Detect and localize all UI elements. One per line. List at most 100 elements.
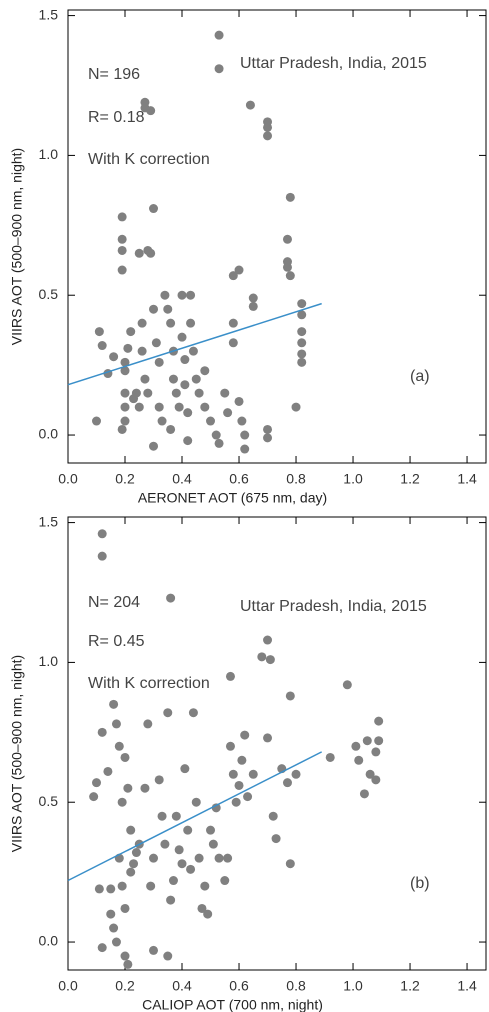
annotation: (a) [410, 368, 430, 385]
data-point [117, 797, 127, 807]
data-point [160, 839, 170, 849]
data-point [359, 789, 369, 799]
x-axis-label: CALIOP AOT (700 nm, night) [142, 997, 323, 1012]
fit-line [67, 302, 322, 386]
data-point [134, 402, 144, 412]
data-point [149, 853, 159, 863]
data-point [103, 766, 113, 776]
data-point [297, 299, 307, 309]
y-tick-label: 0.0 [39, 426, 59, 442]
x-tick-label: 0.2 [115, 471, 135, 487]
y-tick-label: 0.5 [39, 286, 59, 302]
data-point [97, 551, 107, 561]
x-tick-label: 0.0 [58, 471, 78, 487]
data-point [282, 234, 292, 244]
data-point [228, 769, 238, 779]
data-point [146, 881, 156, 891]
data-point [117, 212, 127, 222]
annotation: N= 204 [88, 594, 140, 611]
data-point [191, 374, 201, 384]
data-point [200, 366, 210, 376]
x-tick-label: 1.4 [457, 471, 477, 487]
x-tick-label: 1.0 [343, 978, 363, 994]
data-point [234, 396, 244, 406]
data-point [206, 416, 216, 426]
y-axis-label: VIIRS AOT (500–900 nm, night) [9, 655, 25, 852]
data-point [240, 730, 250, 740]
data-point [177, 859, 187, 869]
y-tick-label: 1.0 [39, 146, 59, 162]
data-point [143, 388, 153, 398]
data-point [180, 380, 190, 390]
annotation: Uttar Pradesh, India, 2015 [240, 55, 427, 72]
data-point [214, 30, 224, 40]
data-point [214, 438, 224, 448]
data-point [206, 825, 216, 835]
data-point [97, 727, 107, 737]
data-point [114, 741, 124, 751]
data-point [225, 741, 235, 751]
data-point [166, 895, 176, 905]
data-point [149, 204, 159, 214]
data-point [109, 923, 119, 933]
data-point [200, 881, 210, 891]
data-point [123, 959, 133, 969]
data-point [282, 778, 292, 788]
data-point [223, 853, 233, 863]
data-point [166, 593, 176, 603]
x-tick-label: 1.2 [400, 471, 420, 487]
data-point [240, 444, 250, 454]
data-point [117, 265, 127, 275]
y-tick-label: 0.0 [39, 933, 59, 949]
data-point [171, 388, 181, 398]
data-point [154, 775, 164, 785]
data-point [94, 327, 104, 337]
data-point [157, 811, 167, 821]
data-point [106, 884, 116, 894]
data-point [120, 388, 130, 398]
data-point [163, 951, 173, 961]
data-point [163, 304, 173, 314]
data-point [111, 937, 121, 947]
data-point [263, 433, 273, 443]
data-point [168, 876, 178, 886]
data-point [166, 318, 176, 328]
data-point [126, 327, 136, 337]
data-point [351, 741, 361, 751]
plot-frame [67, 9, 487, 464]
data-point [131, 848, 141, 858]
data-point [157, 416, 167, 426]
data-point [120, 416, 130, 426]
data-point [271, 834, 281, 844]
x-tick-label: 0.0 [58, 978, 78, 994]
annotation: (b) [410, 875, 430, 892]
data-point [234, 265, 244, 275]
data-point [240, 430, 250, 440]
data-point [131, 388, 141, 398]
data-point [263, 635, 273, 645]
data-point [228, 338, 238, 348]
data-point [342, 680, 352, 690]
data-point [154, 357, 164, 367]
data-point [126, 867, 136, 877]
data-point [134, 248, 144, 258]
data-point [123, 343, 133, 353]
data-point [365, 769, 375, 779]
data-point [200, 402, 210, 412]
data-point [120, 357, 130, 367]
data-point [117, 234, 127, 244]
data-point [248, 769, 258, 779]
data-point [126, 825, 136, 835]
data-point [120, 951, 130, 961]
data-point [234, 780, 244, 790]
data-point [129, 859, 139, 869]
data-point [223, 408, 233, 418]
data-point [285, 691, 295, 701]
x-tick-label: 1.0 [343, 471, 363, 487]
data-point [197, 903, 207, 913]
data-point [120, 752, 130, 762]
data-point [151, 338, 161, 348]
data-point [92, 778, 102, 788]
data-point [268, 811, 278, 821]
